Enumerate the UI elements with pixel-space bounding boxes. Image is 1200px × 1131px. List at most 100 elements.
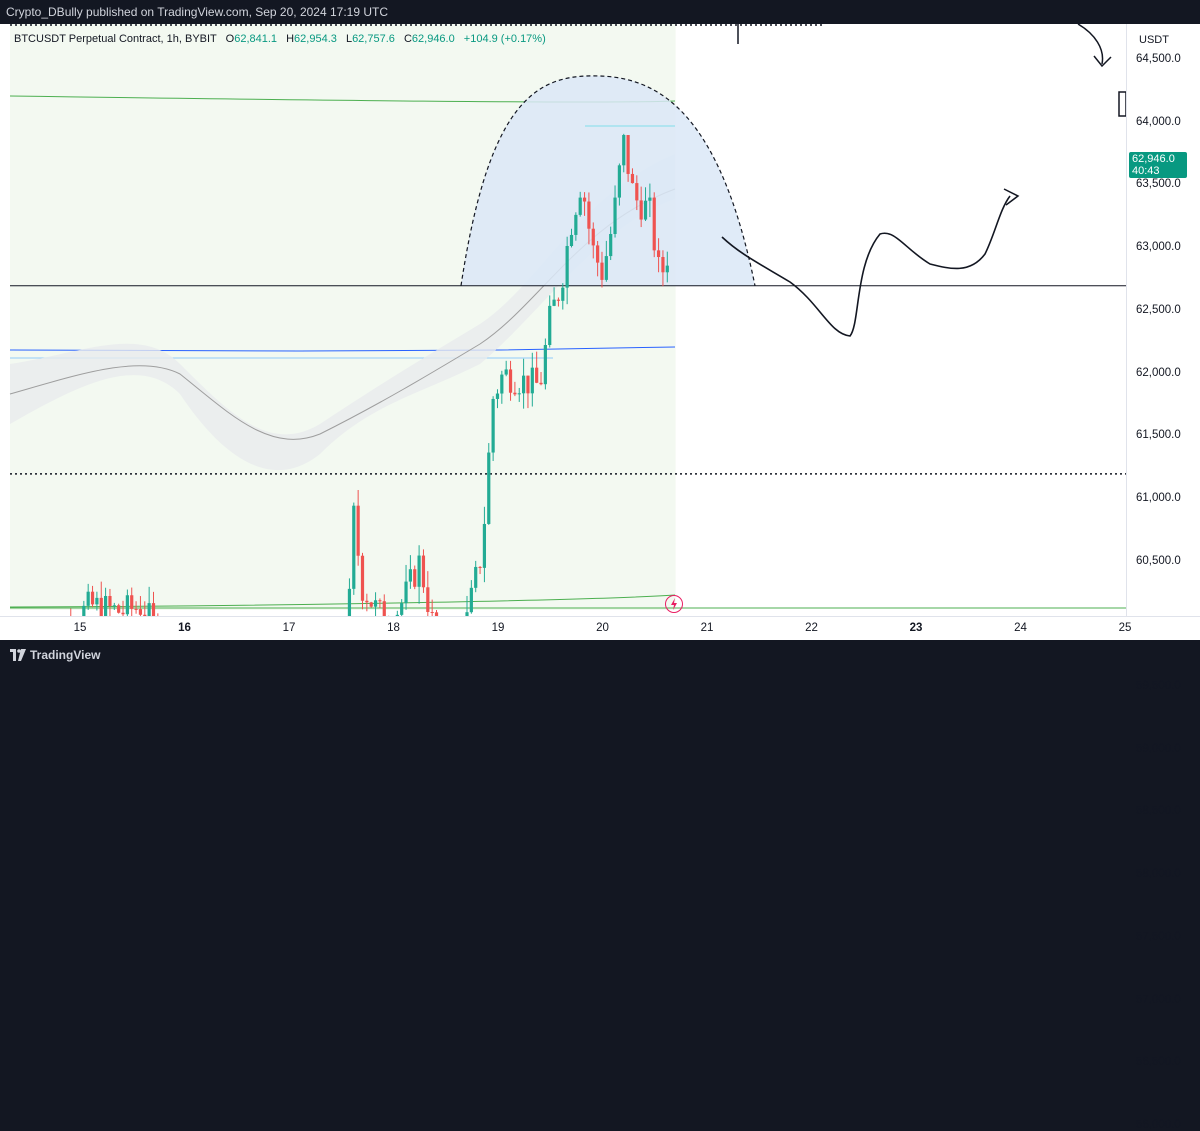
- candle-body: [639, 200, 643, 220]
- price-tick-label: 59,500.0: [1136, 680, 1181, 692]
- candle-body: [613, 197, 617, 235]
- candle-body: [430, 612, 434, 613]
- low-key: L: [345, 33, 353, 45]
- change-value: +104.9 (+0.17%): [463, 33, 546, 45]
- candle-body: [99, 597, 103, 622]
- candle-body: [565, 245, 569, 288]
- candle-body: [474, 566, 478, 588]
- candle-body: [587, 201, 591, 229]
- time-tick-label: 25: [1118, 622, 1132, 634]
- candle-body: [556, 299, 561, 301]
- candle-body: [569, 234, 574, 246]
- candle-body: [413, 569, 417, 587]
- candle-body: [548, 305, 552, 346]
- time-tick-label: 15: [73, 622, 87, 634]
- price-tick-label: 62,000.0: [1136, 366, 1181, 379]
- candle-body: [360, 555, 365, 601]
- price-tick-label: 60,500.0: [1136, 554, 1181, 567]
- time-tick-label: 18: [387, 622, 400, 634]
- candle-body: [635, 183, 639, 201]
- candle-body: [373, 600, 378, 607]
- candle-body: [125, 595, 129, 615]
- candle-body: [591, 228, 595, 246]
- top-bar: Crypto_DBully published on TradingView.c…: [0, 0, 1200, 24]
- candle-body: [147, 603, 151, 618]
- price-tick-label: 57,000.0: [1136, 993, 1181, 1006]
- candle-body: [404, 581, 408, 604]
- candle-body: [378, 600, 382, 602]
- candle-body: [491, 398, 495, 453]
- candle-body: [626, 135, 630, 174]
- candle-body: [656, 250, 661, 258]
- candle-body: [108, 595, 112, 607]
- candle-body: [352, 505, 356, 589]
- candle-body: [530, 367, 534, 394]
- time-tick-label: 24: [1014, 622, 1027, 634]
- candle-body: [482, 523, 487, 568]
- price-tick-label: 64,500.0: [1136, 53, 1181, 65]
- price-tick-label: 63,000.0: [1136, 241, 1181, 254]
- candle-body: [90, 591, 95, 605]
- curved-arrow-head-icon: [1093, 55, 1112, 68]
- price-plot[interactable]: [0, 24, 1126, 640]
- candle-body: [508, 369, 513, 393]
- candle-body: [382, 601, 386, 629]
- candle-body: [95, 597, 99, 605]
- candle-body: [86, 591, 90, 606]
- candle-body: [609, 234, 613, 257]
- price-tick-label: 59,000.0: [1136, 742, 1181, 755]
- candle-body: [487, 452, 491, 524]
- candle-body: [600, 262, 604, 280]
- candle-body: [526, 375, 530, 394]
- candle-body: [347, 588, 352, 640]
- candle-body: [117, 605, 121, 613]
- candle-body: [469, 587, 473, 613]
- candle-body: [365, 600, 369, 603]
- open-value: 62,841.1: [234, 33, 278, 45]
- price-tick-label: 58,500.0: [1136, 805, 1181, 818]
- price-tick-label: 57,500.0: [1136, 930, 1181, 943]
- current-price-label: 62,946.0 40:43: [1129, 152, 1187, 178]
- time-tick-label: 19: [491, 622, 505, 634]
- candle-body: [417, 555, 421, 587]
- time-tick-label: 17: [282, 622, 296, 634]
- lightning-icon[interactable]: [665, 595, 683, 613]
- projection-arrow-icon: [1003, 188, 1020, 206]
- price-tick-label: 56,500.0: [1136, 1056, 1181, 1069]
- dome-fill: [461, 75, 755, 286]
- low-value: 62,757.6: [352, 33, 395, 45]
- currency-label: USDT: [1139, 34, 1169, 46]
- candle-body: [661, 257, 665, 273]
- close-key: C: [403, 33, 412, 45]
- time-tick-label: 16: [178, 622, 191, 634]
- candle-body: [539, 382, 543, 385]
- candle-body: [652, 197, 656, 251]
- candle-body: [648, 197, 652, 201]
- candle-body: [121, 612, 125, 615]
- candle-body: [643, 200, 648, 220]
- bottom-bar: TradingView: [0, 640, 1200, 671]
- candle-body: [552, 299, 556, 306]
- candle-body: [130, 595, 134, 609]
- candle-body: [500, 374, 504, 394]
- candle-body: [513, 392, 517, 395]
- open-key: O: [225, 33, 235, 45]
- candle-body: [561, 287, 565, 301]
- candle-body: [574, 214, 578, 235]
- candle-body: [426, 587, 430, 612]
- price-axis[interactable]: USDT 64,500.0 64,000.0 63,500.0 63,000.0 62,…: [1126, 24, 1200, 1131]
- candle-body: [369, 602, 373, 607]
- price-tick-label: 63,500.0: [1136, 178, 1181, 191]
- dome-arc: [460, 75, 756, 286]
- symbol-title: BTCUSDT Perpetual Contract, 1h, BYBIT: [14, 33, 217, 45]
- tradingview-logo-icon: [10, 649, 26, 661]
- close-value: 62,946.0: [411, 33, 455, 45]
- candle-body: [665, 265, 669, 273]
- candle-body: [535, 367, 539, 383]
- time-axis[interactable]: 15 16 17 18 19 20 21 22 23 24 25: [0, 616, 1200, 641]
- candle-body: [82, 605, 86, 626]
- chart-area[interactable]: BTCUSDT Perpetual Contract, 1h, BYBIT O6…: [0, 24, 1200, 1131]
- time-tick-label: 21: [700, 622, 714, 634]
- candle-body: [596, 245, 600, 263]
- candle-body: [138, 609, 143, 615]
